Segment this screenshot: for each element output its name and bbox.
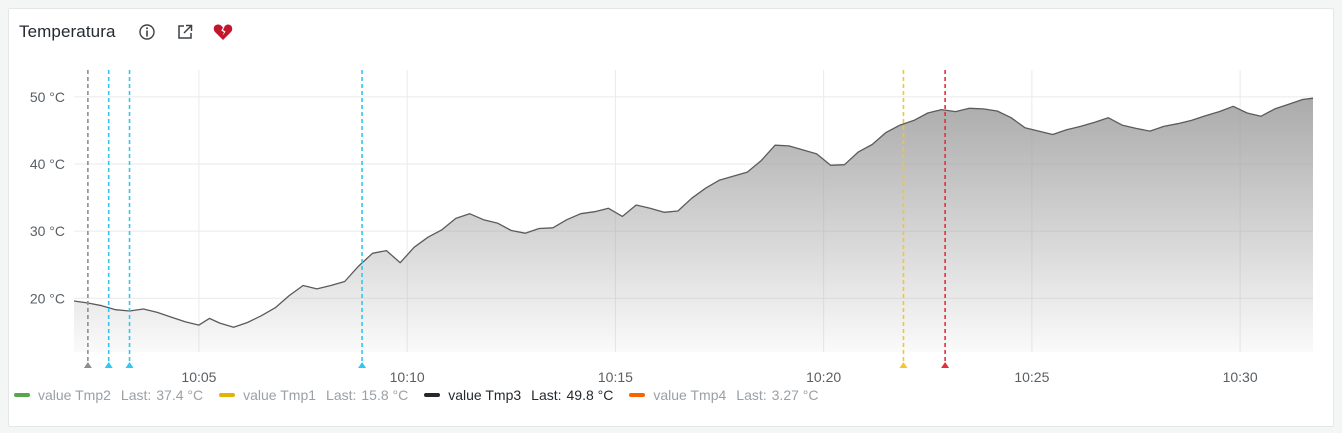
info-icon[interactable] [136, 21, 158, 43]
legend-last-value: 37.4 °C [156, 387, 204, 403]
annotation-marker [83, 362, 92, 368]
legend-item[interactable]: value Tmp4 Last: 3.27 °C [629, 387, 819, 403]
annotation-marker [104, 362, 113, 368]
legend-swatch [219, 393, 236, 397]
legend-series-name: value Tmp3 [448, 387, 522, 403]
panel-title[interactable]: Temperatura [19, 22, 116, 41]
y-tick-label: 30 °C [30, 223, 65, 239]
x-tick-label: 10:30 [1223, 369, 1258, 385]
x-tick-label: 10:10 [390, 369, 425, 385]
annotations-layer [83, 70, 950, 368]
legend-series-name: value Tmp2 [38, 387, 111, 403]
x-tick-label: 10:20 [806, 369, 841, 385]
panel-header: Temperatura [19, 19, 250, 45]
y-tick-label: 40 °C [30, 156, 65, 172]
legend-item[interactable]: value Tmp3 Last: 49.8 °C [424, 387, 613, 403]
legend-last-value: 15.8 °C [361, 387, 409, 403]
annotation-marker [899, 362, 908, 368]
legend-last-label: Last: [736, 387, 767, 403]
legend-last-label: Last: [120, 387, 152, 403]
broken-heart-icon[interactable] [212, 21, 234, 43]
legend-swatch [14, 393, 30, 397]
legend-last-value: 3.27 °C [771, 387, 819, 403]
annotation-marker [125, 362, 134, 368]
external-link-icon[interactable] [174, 21, 196, 43]
y-tick-label: 20 °C [30, 290, 65, 306]
x-tick-label: 10:05 [181, 369, 216, 385]
legend-last-label: Last: [326, 387, 357, 403]
axis-labels: 20 °C 30 °C 40 °C 50 °C 10:05 10:10 10:15 10:20… [30, 89, 1258, 385]
chart-legend: value Tmp2 Last: 37.4 °C value Tmp1 Last: 15.… [14, 386, 835, 404]
legend-item[interactable]: value Tmp2 Last: 37.4 °C [14, 387, 203, 403]
annotation-marker [358, 362, 367, 368]
x-tick-label: 10:25 [1014, 369, 1049, 385]
y-tick-label: 50 °C [30, 89, 65, 105]
series-line [73, 97, 1314, 328]
legend-swatch [629, 393, 646, 397]
legend-last-value: 49.8 °C [566, 387, 614, 403]
legend-swatch [424, 393, 441, 397]
legend-last-label: Last: [531, 387, 562, 403]
x-tick-label: 10:15 [598, 369, 633, 385]
legend-item[interactable]: value Tmp1 Last: 15.8 °C [219, 387, 408, 403]
series-area-fill [74, 98, 1313, 352]
legend-series-name: value Tmp4 [653, 387, 727, 403]
series-area-layer [73, 97, 1314, 352]
legend-series-name: value Tmp1 [243, 387, 317, 403]
annotation-marker [941, 362, 950, 368]
